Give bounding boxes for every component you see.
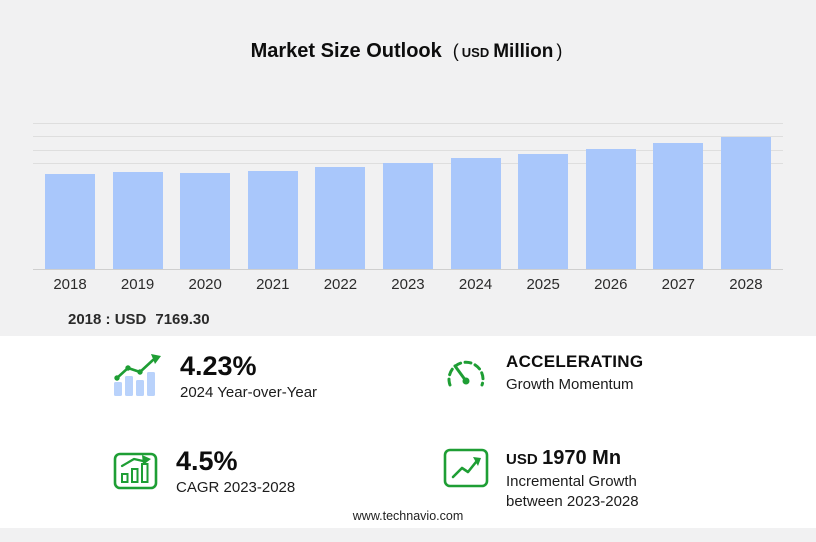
yoy-growth-icon: [112, 352, 164, 403]
bars-container: [33, 123, 783, 269]
bar-2021: [247, 170, 298, 269]
bar-2023: [382, 162, 433, 269]
momentum-value: ACCELERATING: [506, 352, 644, 371]
incremental-value: 1970 Mn: [542, 447, 622, 469]
incremental-currency: USD: [506, 451, 538, 468]
x-label-2019: 2019: [120, 276, 155, 293]
x-label-2025: 2025: [526, 276, 560, 293]
bar-2018: [45, 173, 95, 269]
x-label-2023: 2023: [391, 276, 425, 293]
bar-2019: [112, 171, 163, 269]
yoy-value: 4.23%: [180, 351, 257, 381]
speedometer-icon: [442, 352, 490, 399]
title-paren-open: (: [452, 41, 459, 61]
x-axis-labels: 2018 2019 2020 2021 2022 2023 2024 2025 2026 2027…: [33, 276, 783, 293]
base-year-annotation: 2018 : USD 7169.30: [68, 311, 210, 328]
stats-grid: 4.23% 2024 Year-over-Year ACCELERATING G…: [0, 336, 816, 542]
title-main: Market Size Outlook: [250, 40, 442, 62]
x-label-2021: 2021: [256, 276, 290, 293]
x-label-2028: 2028: [729, 276, 763, 293]
incremental-growth-icon: [442, 447, 490, 494]
x-label-2026: 2026: [594, 276, 628, 293]
market-size-bar-chart: [33, 123, 783, 270]
cagr-value: 4.5%: [176, 446, 238, 476]
title-paren-close: ): [556, 41, 563, 61]
cagr-chart-icon: [112, 447, 160, 496]
bar-2022: [315, 167, 366, 269]
bar-2028: [720, 136, 771, 269]
base-year-value: 7169.30: [155, 311, 210, 328]
stat-yoy-growth: 4.23% 2024 Year-over-Year: [112, 352, 442, 447]
bar-2027: [653, 142, 704, 269]
bar-2025: [518, 153, 569, 269]
technavio-url: www.technavio.com: [352, 509, 464, 523]
x-label-2024: 2024: [458, 276, 493, 293]
gridline-9000: [33, 149, 783, 151]
base-year-label: 2018 : USD: [68, 311, 147, 328]
stat-growth-momentum: ACCELERATING Growth Momentum: [442, 352, 816, 447]
incremental-label-line2: between 2023-2028: [506, 492, 639, 510]
cagr-label: CAGR 2023-2028: [176, 479, 296, 497]
x-label-2027: 2027: [661, 276, 696, 293]
bar-2026: [585, 148, 636, 269]
gridline-11000: [33, 123, 783, 124]
yoy-label: 2024 Year-over-Year: [180, 384, 318, 402]
gridline-10000: [33, 136, 783, 138]
incremental-label-line1: Incremental Growth: [506, 473, 637, 490]
x-label-2018: 2018: [53, 276, 87, 293]
stats-panel: 4.23% 2024 Year-over-Year ACCELERATING G…: [0, 336, 816, 528]
bar-2024: [450, 158, 501, 269]
x-label-2022: 2022: [323, 276, 358, 293]
stat-incremental-growth: USD 1970 Mn Incremental Growth between 2…: [442, 447, 816, 542]
x-label-2020: 2020: [188, 276, 222, 293]
incremental-value-row: USD 1970 Mn: [506, 447, 639, 470]
stat-cagr: 4.5% CAGR 2023-2028: [112, 447, 442, 542]
page-title: Market Size Outlook (USD Million): [0, 40, 816, 63]
momentum-label: Growth Momentum: [506, 376, 634, 393]
title-currency: USD: [461, 45, 490, 60]
bar-2020: [180, 172, 231, 269]
title-unit: Million: [493, 41, 554, 62]
